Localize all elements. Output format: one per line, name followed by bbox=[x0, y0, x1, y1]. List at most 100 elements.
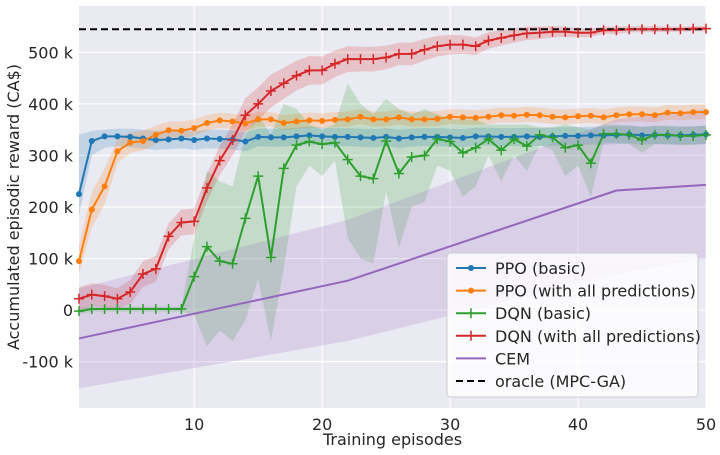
dqn-with-all-predictions-point bbox=[701, 23, 711, 34]
dqn-basic-point bbox=[253, 171, 264, 182]
ppo-with-all-predictions-point bbox=[639, 111, 646, 118]
ppo-with-all-predictions-point bbox=[127, 139, 134, 146]
dqn-with-all-predictions-point bbox=[521, 28, 532, 39]
series-markers bbox=[74, 23, 711, 317]
dqn-basic-point bbox=[419, 150, 430, 161]
x-tick-label: 40 bbox=[568, 415, 588, 434]
x-tick-label: 50 bbox=[696, 415, 716, 434]
ppo-basic-point bbox=[127, 133, 134, 140]
dqn-with-all-predictions-point bbox=[355, 54, 366, 65]
ppo-with-all-predictions-point bbox=[383, 116, 390, 123]
dqn-with-all-predictions-point bbox=[163, 231, 174, 242]
y-tick-label: -100 k bbox=[22, 353, 73, 372]
dqn-with-all-predictions-point bbox=[624, 24, 635, 35]
ppo-basic-point bbox=[459, 134, 466, 141]
dqn-with-all-predictions-point bbox=[573, 27, 584, 38]
ppo-basic-point bbox=[498, 133, 505, 140]
dqn-basic-point bbox=[86, 304, 97, 315]
x-tick-label: 20 bbox=[312, 415, 332, 434]
ppo-with-all-predictions-point bbox=[76, 258, 82, 265]
x-tick-label: 10 bbox=[184, 415, 204, 434]
ppo-with-all-predictions-point bbox=[255, 116, 262, 123]
ppo-with-all-predictions-point bbox=[191, 125, 198, 132]
legend-marker-ppo-with-all-predictions bbox=[468, 287, 474, 294]
dqn-with-all-predictions-point bbox=[189, 216, 200, 227]
ppo-with-all-predictions-point bbox=[549, 113, 556, 120]
ppo-with-all-predictions-point bbox=[485, 113, 492, 120]
ppo-basic-point bbox=[203, 135, 210, 142]
legend: PPO (basic) PPO (with all predictions) DQN… bbox=[446, 252, 701, 398]
ppo-with-all-predictions-point bbox=[101, 183, 108, 190]
dqn-basic-point bbox=[624, 129, 635, 140]
ppo-with-all-predictions-point bbox=[395, 114, 402, 121]
ppo-basic-point bbox=[357, 134, 364, 141]
dqn-with-all-predictions-point bbox=[649, 24, 660, 35]
x-tick-labels: 10 20 30 40 50 bbox=[184, 415, 716, 434]
dqn-basic-point bbox=[483, 133, 494, 144]
dqn-with-all-predictions-point bbox=[445, 39, 456, 50]
ppo-with-all-predictions-point bbox=[447, 113, 454, 120]
dqn-with-all-predictions-point bbox=[560, 26, 571, 37]
x-axis-label: Training episodes bbox=[322, 430, 462, 449]
x-tick-label: 30 bbox=[440, 415, 460, 434]
dqn-basic-point bbox=[265, 252, 276, 263]
ppo-basic-point bbox=[395, 135, 402, 142]
ppo-with-all-predictions-point bbox=[523, 111, 530, 118]
ppo-with-all-predictions-point bbox=[690, 109, 697, 116]
cem-line bbox=[78, 183, 707, 340]
dqn-with-all-predictions-point bbox=[265, 86, 276, 97]
ppo-with-all-predictions-point bbox=[357, 113, 364, 120]
dqn-basic-point bbox=[137, 304, 148, 315]
dqn-basic-point bbox=[611, 128, 622, 139]
ppo-basic-point bbox=[575, 132, 582, 139]
dqn-with-all-predictions-point bbox=[534, 27, 545, 38]
dqn-with-all-predictions-point bbox=[112, 293, 123, 304]
ppo-with-all-predictions-point bbox=[408, 116, 415, 123]
ppo-with-all-predictions-point bbox=[88, 206, 95, 213]
ppo-with-all-predictions-band bbox=[79, 104, 706, 274]
ppo-basic-point bbox=[178, 135, 185, 142]
dqn-basic-point bbox=[445, 136, 456, 147]
ppo-with-all-predictions-point bbox=[165, 127, 172, 134]
dqn-basic-point bbox=[214, 256, 225, 267]
dqn-basic-point bbox=[240, 213, 251, 224]
ppo-basic-point bbox=[101, 133, 108, 140]
dqn-basic-band bbox=[79, 83, 706, 347]
dqn-with-all-predictions-point bbox=[675, 24, 686, 35]
ppo-basic-point bbox=[319, 133, 326, 140]
ppo-with-all-predictions-point bbox=[434, 115, 441, 122]
ppo-with-all-predictions-point bbox=[536, 112, 543, 119]
dqn-basic-point bbox=[201, 241, 212, 252]
dqn-basic-point bbox=[342, 154, 353, 165]
dqn-with-all-predictions-point bbox=[483, 35, 494, 46]
y-axis-label: Accumulated episodic reward (CA$) bbox=[4, 64, 23, 350]
dqn-with-all-predictions-point bbox=[547, 26, 558, 37]
dqn-with-all-predictions-point bbox=[611, 25, 622, 36]
dqn-with-all-predictions-point bbox=[637, 24, 648, 35]
dqn-with-all-predictions-band bbox=[79, 26, 706, 311]
ppo-with-all-predictions-point bbox=[203, 119, 210, 126]
dqn-with-all-predictions-point bbox=[74, 293, 84, 304]
y-tick-label: 300 k bbox=[28, 146, 74, 165]
dqn-with-all-predictions-point bbox=[317, 65, 328, 76]
dqn-with-all-predictions-point bbox=[419, 44, 430, 55]
dqn-basic-point bbox=[509, 133, 520, 144]
ppo-basic-band bbox=[79, 125, 706, 215]
dqn-basic-point bbox=[176, 304, 187, 315]
dqn-basic-point bbox=[534, 129, 545, 140]
dqn-basic-point bbox=[278, 163, 289, 174]
dqn-basic-point bbox=[125, 304, 136, 315]
ppo-basic-point bbox=[114, 133, 121, 140]
ppo-with-all-predictions-point bbox=[242, 120, 249, 127]
dqn-basic-point bbox=[329, 137, 340, 148]
ppo-with-all-predictions-point bbox=[216, 117, 223, 124]
dqn-basic-line bbox=[78, 132, 707, 313]
ppo-basic-point bbox=[76, 191, 82, 198]
dqn-basic-point bbox=[457, 147, 468, 158]
ppo-with-all-predictions-point bbox=[178, 127, 185, 134]
dqn-with-all-predictions-point bbox=[662, 24, 673, 35]
ppo-basic-point bbox=[523, 133, 530, 140]
legend-box bbox=[446, 252, 699, 398]
ppo-with-all-predictions-point bbox=[267, 116, 274, 123]
